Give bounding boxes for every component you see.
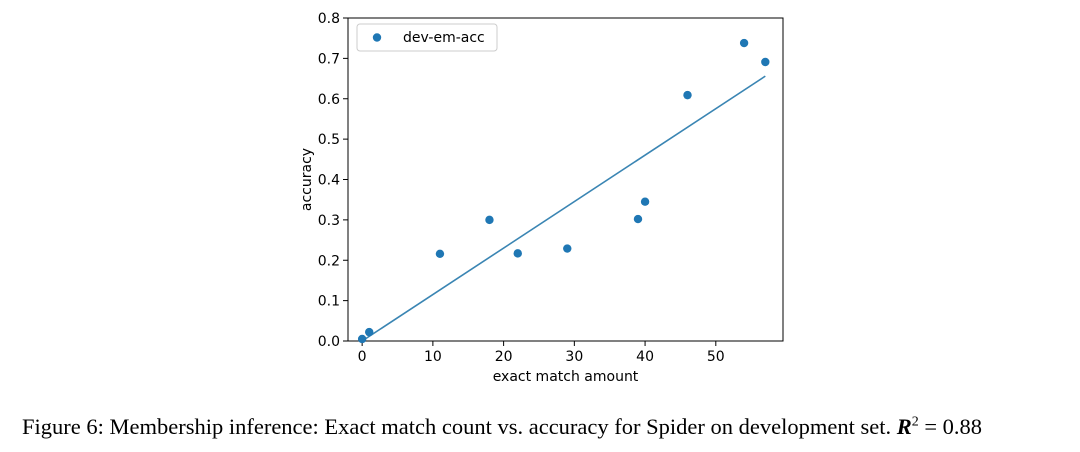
data-point xyxy=(365,327,374,337)
x-tick-label: 50 xyxy=(707,349,725,365)
y-tick-label: 0.6 xyxy=(318,92,340,108)
y-tick-label: 0.0 xyxy=(318,334,340,350)
x-axis-label: exact match amount xyxy=(493,369,639,385)
data-point xyxy=(513,249,522,258)
plot-frame xyxy=(347,17,784,342)
caption-r2: R2 = 0.88 xyxy=(897,414,982,439)
figure-caption: Figure 6: Membership inference: Exact ma… xyxy=(22,414,982,440)
x-tick-label: 0 xyxy=(358,349,367,365)
legend-label: dev-em-acc xyxy=(403,30,485,46)
data-point xyxy=(640,197,650,206)
data-point xyxy=(633,214,643,224)
x-tick-label: 10 xyxy=(424,349,442,365)
caption-r2-symbol: R xyxy=(896,414,912,439)
y-tick-label: 0.7 xyxy=(318,51,340,67)
regression-line xyxy=(361,75,766,342)
data-point xyxy=(761,57,770,67)
data-point xyxy=(357,334,367,344)
y-tick-label: 0.4 xyxy=(318,173,340,189)
y-tick-label: 0.2 xyxy=(318,253,340,269)
y-tick-label: 0.8 xyxy=(318,11,340,27)
x-tick-label: 20 xyxy=(495,349,513,365)
y-tick-label: 0.1 xyxy=(318,294,340,310)
x-tick-label: 40 xyxy=(636,349,654,365)
legend-marker xyxy=(372,33,382,42)
y-tick-label: 0.5 xyxy=(318,132,340,148)
data-point xyxy=(485,215,494,225)
data-point xyxy=(435,249,445,258)
caption-r2-exponent: 2 xyxy=(911,414,919,430)
data-point xyxy=(739,38,749,48)
y-tick-label: 0.3 xyxy=(318,213,340,229)
data-point xyxy=(563,244,572,253)
y-axis-label: accuracy xyxy=(299,148,315,211)
x-tick-label: 30 xyxy=(565,349,583,365)
legend-box xyxy=(356,23,498,52)
data-point xyxy=(683,90,692,100)
scatter-chart: 0 10 20 30 40 50 0.0 0.1 0.2 0.3 0.4 0.5 0.6 0.7 0.8 ex… xyxy=(299,11,784,385)
caption-text: Figure 6: Membership inference: Exact ma… xyxy=(22,414,892,439)
caption-r2-value: = 0.88 xyxy=(924,414,983,439)
